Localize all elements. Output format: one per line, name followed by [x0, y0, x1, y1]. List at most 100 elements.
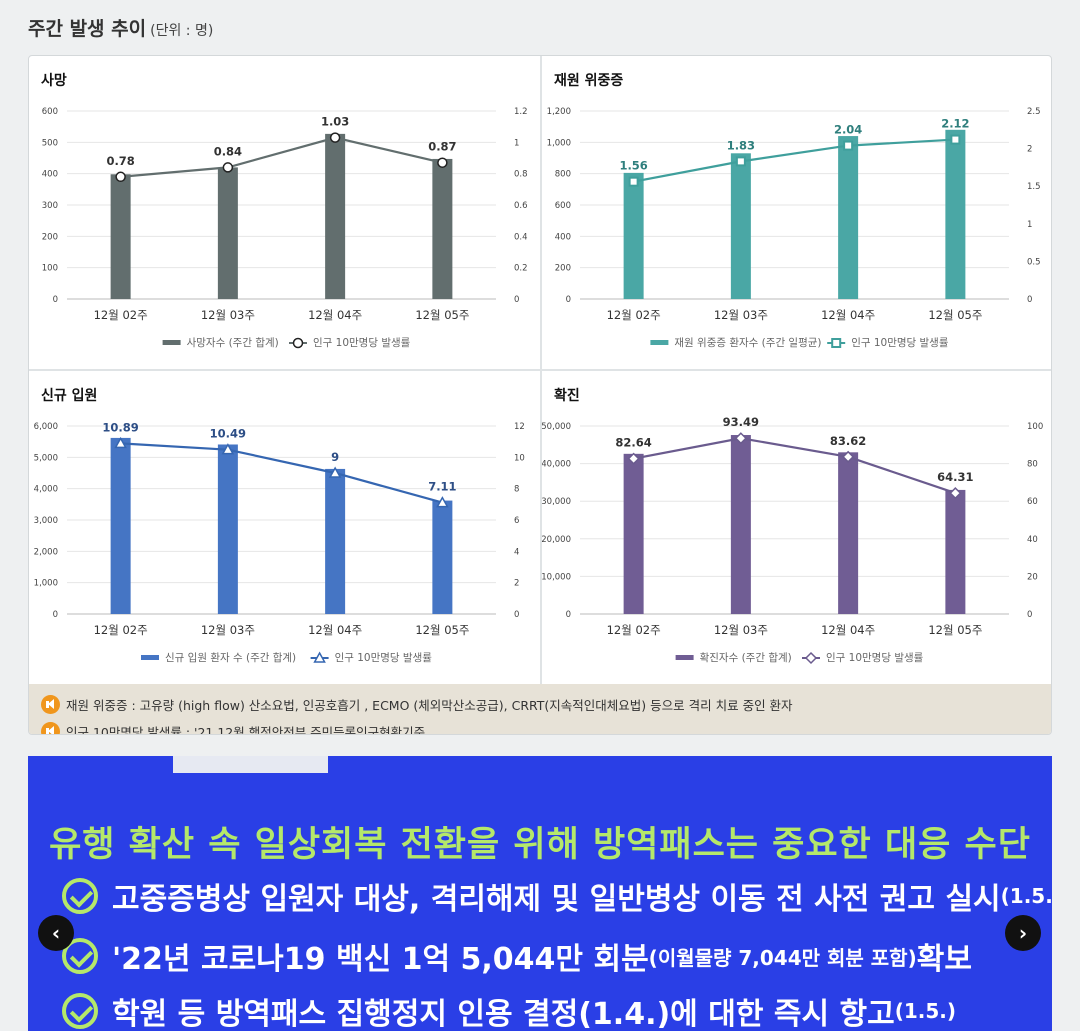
chart-title: 재원 위중증 [554, 73, 623, 89]
y-left-tick-label: 400 [555, 232, 571, 242]
rate-marker [436, 496, 449, 508]
x-tick-label: 12월 05주 [415, 308, 469, 322]
y-left-tick-label: 2,000 [34, 547, 58, 557]
banner-item: 학원 등 방역패스 집행정지 인용 결정(1.4.)에 대한 즉시 항고 (1.5… [62, 989, 956, 1031]
y-left-tick-label: 1,000 [547, 138, 571, 148]
data-label: 9 [331, 450, 339, 464]
rate-marker [735, 156, 746, 167]
y-right-tick-label: 0.8 [514, 170, 528, 180]
rate-marker [628, 176, 639, 187]
y-left-tick-label: 600 [42, 107, 58, 117]
rate-marker [221, 443, 235, 455]
y-left-tick-label: 4,000 [34, 485, 58, 495]
rate-marker [313, 651, 326, 663]
y-right-tick-label: 2 [514, 579, 519, 589]
data-label: 64.31 [937, 470, 973, 484]
banner-item-text: '22년 코로나19 백신 1억 5,044만 회분 [112, 942, 649, 977]
y-left-tick-label: 100 [42, 264, 58, 274]
y-left-tick-label: 300 [42, 201, 58, 211]
y-right-tick-label: 100 [1027, 422, 1043, 432]
y-right-tick-label: 12 [514, 422, 525, 432]
y-left-tick-label: 200 [555, 264, 571, 274]
bar [730, 435, 751, 614]
rate-marker [950, 134, 961, 145]
chart-confirmed-svg: 확진 0 10,000 20,000 30,000 40,000 50,000 0 20 40 60… [542, 387, 1043, 665]
x-tick-label: 12월 04주 [821, 623, 875, 637]
legend-label: 인구 10만명당 발생률 [313, 337, 411, 349]
data-label: 1.03 [321, 115, 349, 129]
banner-item-suffix: (1.5.) [894, 999, 957, 1023]
y-left-tick-label: 0 [566, 610, 571, 620]
y-left-tick-label: 6,000 [34, 422, 58, 432]
x-tick-label: 12월 04주 [308, 308, 362, 322]
bar [623, 172, 644, 299]
y-right-tick-label: 0.4 [514, 232, 528, 242]
y-right-tick-label: 6 [514, 516, 519, 526]
legend-label: 신규 입원 환자 수 (주간 합계) [165, 651, 296, 664]
x-tick-label: 12월 02주 [607, 308, 661, 322]
data-label: 1.83 [727, 138, 755, 152]
y-right-tick-label: 10 [514, 453, 525, 463]
chevron-left-icon: ‹ [51, 921, 61, 945]
y-right-tick-label: 4 [514, 547, 519, 557]
x-tick-label: 12월 03주 [714, 308, 768, 322]
rate-line [633, 437, 956, 495]
x-tick-label: 12월 04주 [821, 308, 875, 322]
bar [838, 452, 859, 614]
x-tick-label: 12월 03주 [201, 308, 255, 322]
y-right-tick-label: 8 [514, 485, 519, 495]
data-label: 82.64 [615, 436, 651, 450]
bar [838, 136, 859, 299]
data-label: 0.78 [106, 154, 134, 168]
y-left-tick-label: 10,000 [542, 572, 571, 582]
note-item: 인구 10만명당 발생률 : '21.12월 행정안전부 주민등록인구현황기준 [41, 722, 425, 734]
banner-item: '22년 코로나19 백신 1억 5,044만 회분 (이월물량 7,044만 회… [62, 934, 972, 978]
rate-marker [292, 337, 304, 349]
y-left-tick-label: 50,000 [542, 422, 571, 432]
data-label: 83.62 [830, 434, 866, 448]
bar [110, 437, 131, 614]
carousel-prev-button[interactable]: ‹ [38, 915, 74, 951]
y-right-tick-label: 20 [1027, 572, 1038, 582]
legend-label: 인구 10만명당 발생률 [826, 652, 924, 664]
banner-item: 고중증병상 입원자 대상, 격리해제 및 일반병상 이동 전 사전 권고 실시(… [62, 874, 1052, 918]
divider-horizontal [29, 369, 1051, 371]
chart-admission-svg: 신규 입원 0 1,000 2,000 3,000 4,000 5,000 6,000 0 2 4 6… [34, 388, 525, 664]
rate-marker [949, 487, 962, 500]
check-circle-icon [62, 993, 98, 1029]
chart-severe-svg: 재원 위중증 0 200 400 600 800 1,000 1,200 0 0.5 1 1.5 2 2.… [547, 73, 1041, 349]
chart-panel: 사망 0 100 200 300 400 500 600 0 0.2 0.4 0.6 0.8 1 1.2 12… [28, 55, 1052, 735]
chart-admission: 신규 입원 0 1,000 2,000 3,000 4,000 5,000 6,000 0 2 4 6… [29, 371, 540, 685]
rate-marker [734, 432, 747, 445]
legend-swatch-bar [675, 655, 694, 660]
check-circle-icon [62, 878, 98, 914]
bar [432, 500, 453, 614]
banner-tab [173, 756, 328, 773]
rate-line [633, 138, 956, 183]
unit-label: (단위 : 명) [150, 23, 214, 39]
x-tick-label: 12월 02주 [94, 308, 148, 322]
chart-death-svg: 사망 0 100 200 300 400 500 600 0 0.2 0.4 0.6 0.8 1 1.2 12… [41, 72, 528, 349]
bar [110, 174, 131, 299]
y-right-tick-label: 1.2 [514, 107, 528, 117]
carousel-next-button[interactable]: › [1005, 915, 1041, 951]
data-label: 93.49 [723, 415, 759, 429]
x-tick-label: 12월 03주 [201, 623, 255, 637]
chart-severe: 재원 위중증 0 200 400 600 800 1,000 1,200 0 0.5 1 1.5 2 2.… [542, 56, 1051, 370]
rate-line [120, 136, 443, 178]
y-left-tick-label: 1,200 [547, 107, 571, 117]
banner-slide[interactable]: 유행 확산 속 일상회복 전환을 위해 방역패스는 중요한 대응 수단 고중증병… [28, 756, 1052, 1031]
y-right-tick-label: 1.5 [1027, 182, 1041, 192]
rate-marker [115, 171, 126, 183]
y-left-tick-label: 1,000 [34, 579, 58, 589]
rate-marker [328, 466, 342, 478]
data-label: 7.11 [428, 480, 456, 494]
x-tick-label: 12월 05주 [415, 623, 469, 637]
speaker-icon [41, 722, 60, 734]
y-right-tick-label: 80 [1027, 460, 1038, 470]
y-left-tick-label: 3,000 [34, 516, 58, 526]
data-label: 10.89 [102, 420, 138, 434]
y-right-tick-label: 1 [514, 138, 519, 148]
legend-label: 인구 10만명당 발생률 [335, 652, 433, 664]
legend-label: 인구 10만명당 발생률 [851, 337, 949, 349]
